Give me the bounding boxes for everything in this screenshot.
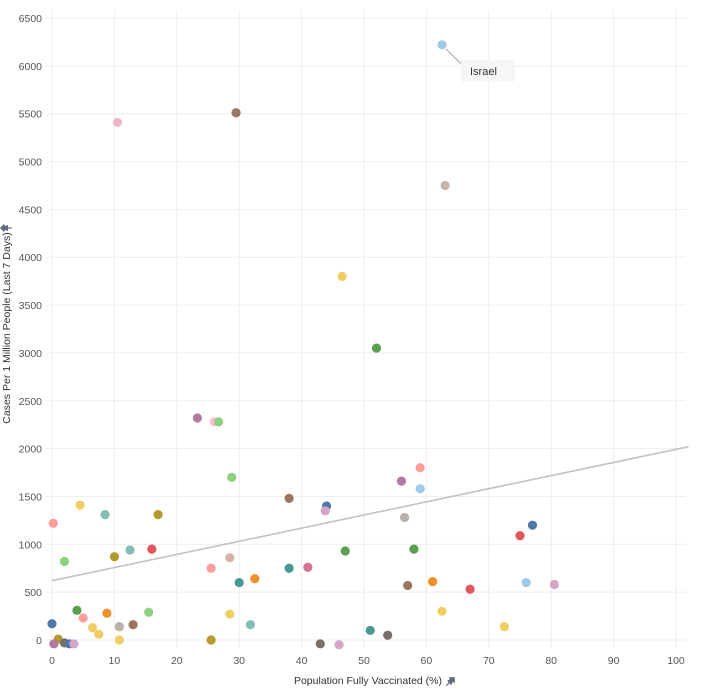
data-point[interactable] [114, 635, 124, 645]
data-point[interactable] [403, 580, 413, 591]
data-point[interactable] [144, 607, 154, 617]
data-point[interactable] [515, 531, 525, 541]
data-point[interactable] [315, 639, 325, 649]
x-tick-label: 70 [483, 655, 495, 667]
data-point[interactable] [303, 562, 313, 572]
y-tick-label: 5500 [19, 109, 43, 121]
data-point[interactable] [75, 500, 85, 510]
data-point[interactable] [383, 630, 393, 640]
y-tick-label: 3000 [19, 348, 43, 360]
x-tick-label: 90 [608, 655, 620, 667]
y-tick-label: 1500 [19, 491, 43, 503]
y-tick-label: 2000 [19, 444, 43, 456]
data-point[interactable] [440, 180, 450, 191]
data-point[interactable] [100, 510, 110, 520]
data-point[interactable] [499, 622, 509, 632]
data-point[interactable] [227, 472, 237, 482]
y-tick-label: 3500 [19, 300, 43, 312]
data-point[interactable] [250, 574, 260, 584]
data-point[interactable] [49, 639, 59, 649]
data-points[interactable] [47, 40, 559, 650]
data-point[interactable] [337, 271, 347, 281]
data-point[interactable] [114, 622, 124, 632]
trendline-layer [51, 445, 689, 582]
y-tick-label: 1000 [19, 539, 43, 551]
data-point[interactable] [125, 545, 135, 555]
data-point[interactable] [112, 117, 123, 127]
x-tick-label: 10 [109, 655, 121, 667]
x-tick-label: 20 [171, 655, 183, 667]
data-point[interactable] [128, 620, 138, 630]
data-point[interactable] [521, 577, 531, 588]
grid [46, 10, 686, 648]
annotation-label: Israel [470, 66, 497, 78]
pin-icon[interactable] [444, 674, 458, 688]
data-point[interactable] [47, 619, 57, 629]
y-tick-label: 5000 [19, 157, 43, 169]
data-point[interactable] [409, 544, 419, 554]
y-axis-title-group: Cases Per 1 Million People (Last 7 Days) [1, 232, 13, 423]
data-point[interactable] [415, 463, 425, 473]
data-point[interactable] [225, 609, 235, 619]
annotation-layer: Israel [445, 48, 515, 82]
data-point[interactable] [87, 622, 98, 633]
data-point[interactable] [72, 605, 82, 615]
data-point[interactable] [153, 510, 163, 520]
data-point[interactable] [399, 512, 410, 523]
x-tick-label: 80 [545, 655, 557, 667]
y-tick-label: 6000 [19, 61, 43, 73]
y-tick-label: 2500 [19, 396, 43, 408]
data-point[interactable] [340, 546, 350, 556]
data-point[interactable] [206, 563, 216, 573]
data-point[interactable] [465, 584, 475, 594]
data-point[interactable] [371, 343, 382, 353]
data-point[interactable] [234, 577, 244, 588]
x-axis-title: Population Fully Vaccinated (%) [294, 675, 442, 687]
data-point[interactable] [437, 606, 447, 616]
data-point[interactable] [109, 552, 119, 562]
data-point[interactable] [428, 577, 438, 587]
data-point[interactable] [192, 413, 202, 423]
data-point[interactable] [214, 417, 224, 427]
y-tick-label: 500 [24, 587, 42, 599]
x-tick-label: 30 [233, 655, 245, 667]
y-tick-label: 0 [36, 635, 42, 647]
x-tick-label: 40 [296, 655, 308, 667]
data-point[interactable] [245, 620, 256, 630]
data-point[interactable] [48, 518, 58, 528]
y-tick-label: 4000 [19, 252, 43, 264]
data-point[interactable] [94, 629, 104, 639]
data-point[interactable] [334, 640, 344, 650]
y-tick-label: 6500 [19, 13, 43, 25]
data-point[interactable] [365, 625, 375, 636]
data-point[interactable] [320, 506, 330, 516]
data-point[interactable] [225, 553, 235, 563]
data-point[interactable] [69, 639, 79, 649]
data-point[interactable] [206, 635, 216, 645]
data-point[interactable] [437, 40, 447, 50]
data-point[interactable] [102, 608, 112, 618]
data-point[interactable] [396, 476, 407, 486]
trendline [51, 445, 689, 582]
annotation-box [461, 59, 515, 82]
data-point[interactable] [147, 544, 157, 554]
data-point[interactable] [549, 579, 559, 590]
y-tick-label: 4500 [19, 204, 43, 216]
pin-icon[interactable] [0, 224, 12, 232]
data-point[interactable] [415, 484, 425, 494]
x-tick-label: 100 [667, 655, 685, 667]
tick-labels: 0500100015002000250030003500400045005000… [19, 13, 685, 667]
data-point[interactable] [284, 493, 294, 503]
data-point[interactable] [527, 520, 538, 530]
data-point[interactable] [284, 563, 294, 573]
x-tick-label: 50 [358, 655, 370, 667]
x-tick-label: 0 [49, 655, 55, 667]
y-axis-title: Cases Per 1 Million People (Last 7 Days) [1, 232, 13, 423]
data-point[interactable] [231, 108, 241, 118]
x-tick-label: 60 [421, 655, 433, 667]
data-point[interactable] [78, 613, 88, 623]
data-point[interactable] [59, 556, 70, 567]
